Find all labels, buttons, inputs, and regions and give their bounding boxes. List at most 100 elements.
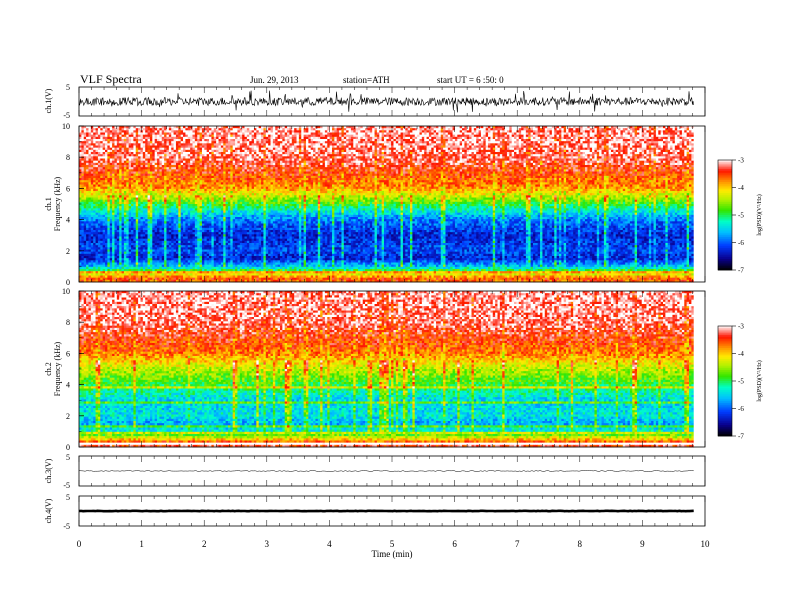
spectrogram-cell [604, 128, 607, 131]
spectrogram-cell [445, 130, 448, 133]
spectrogram-cell [434, 130, 437, 133]
spectrogram-cell [568, 130, 571, 133]
spectrogram-cell [663, 128, 666, 131]
spectrogram-cell [242, 133, 245, 136]
spectrogram-cell [110, 130, 113, 133]
spectrogram-cell [237, 133, 240, 136]
spectrogram-cell [613, 128, 616, 131]
spectrogram-cell [587, 130, 590, 133]
spectrogram-cell [334, 130, 337, 133]
spectrogram-cell [112, 133, 115, 136]
spectrogram-cell [157, 128, 160, 131]
spectrogram-cell [630, 130, 633, 133]
spectrogram-cell [542, 128, 545, 131]
spectrogram-cell [105, 133, 108, 136]
spectrogram-cell [597, 130, 600, 133]
spectrogram-cell [550, 128, 553, 131]
spectrogram-cell [412, 130, 415, 133]
spectrogram-cell [519, 130, 522, 133]
spectrogram-cell [98, 133, 101, 136]
spectrogram-cell [441, 130, 444, 133]
spectrogram-cell [512, 128, 515, 131]
spectrogram-cell [207, 128, 210, 131]
spectrogram-cell [481, 128, 484, 131]
spectrogram-cell [545, 128, 548, 131]
spectrogram-cell [124, 128, 127, 131]
spectrogram-cell [360, 128, 363, 131]
spectrogram-cell [164, 133, 167, 136]
spectrogram-cell [616, 128, 619, 131]
spectrogram-cell [464, 128, 467, 131]
figure-station: station=ATH [343, 75, 390, 85]
spectrogram-cell [103, 130, 106, 133]
spectrogram-cell [209, 128, 212, 131]
spectrogram-cell [88, 130, 91, 133]
spectrogram-cell [240, 133, 243, 136]
spectrogram-cell [171, 130, 174, 133]
spectrogram-cell [417, 130, 420, 133]
spectrogram-cell [197, 133, 200, 136]
spectrogram-cell [393, 130, 396, 133]
spectrogram-cell [289, 130, 292, 133]
spectrogram-cell [583, 128, 586, 131]
spectrogram-cell [195, 128, 198, 131]
spectrogram-cell [88, 128, 91, 131]
spectrogram-cell [100, 128, 103, 131]
spectrogram-cell [114, 133, 117, 136]
spectrogram-cell [263, 128, 266, 131]
spectrogram-cell [668, 128, 671, 131]
spectrogram-cell [112, 128, 115, 131]
spectrogram-cell [330, 130, 333, 133]
spectrogram-cell [675, 128, 678, 131]
spectrogram-cell [183, 128, 186, 131]
spectrogram-cell [628, 130, 631, 133]
spectrogram-cell [159, 133, 162, 136]
spectrogram-cell [419, 130, 422, 133]
spectrogram-cell [500, 130, 503, 133]
spectrogram-cell [266, 130, 269, 133]
spectrogram-cell [651, 128, 654, 131]
spectrogram-cell [339, 130, 342, 133]
figure-date: Jun. 29, 2013 [250, 75, 299, 85]
spectrogram-cell [190, 133, 193, 136]
spectrogram-cell [639, 130, 642, 133]
spectrogram-cell [467, 130, 470, 133]
spectrogram-cell [124, 130, 127, 133]
spectrogram-cell [462, 130, 465, 133]
spectrogram-cell [81, 130, 84, 133]
spectrogram-cell [680, 130, 683, 133]
spectrogram-cell [197, 130, 200, 133]
spectrogram-cell [256, 130, 259, 133]
spectrogram-cell [209, 133, 212, 136]
spectrogram-cell [223, 128, 226, 131]
spectrogram-cell [256, 128, 259, 131]
spectrogram-cell [448, 130, 451, 133]
spectrogram-cell [372, 128, 375, 131]
spectrogram-cell [422, 130, 425, 133]
spectrogram-cell [126, 128, 129, 131]
spectrogram-cell [528, 130, 531, 133]
spectrogram-cell [306, 128, 309, 131]
spectrogram-cell [138, 130, 141, 133]
spectrogram-cell [157, 130, 160, 133]
spectrogram-cell [271, 130, 274, 133]
spectrogram-cell [658, 130, 661, 133]
spectrogram-cell [613, 130, 616, 133]
spectrogram-cell [488, 128, 491, 131]
spectrogram-cell [507, 130, 510, 133]
spectrogram-cell [483, 128, 486, 131]
spectrogram-cell [261, 128, 264, 131]
spectrogram-cell [412, 128, 415, 131]
spectrogram-cell [419, 128, 422, 131]
spectrogram-cell [145, 128, 148, 131]
spectrogram-cell [242, 130, 245, 133]
spectrogram-cell [294, 130, 297, 133]
ch1-ytick-top: 5 [66, 83, 70, 92]
spectrogram-cell [273, 128, 276, 131]
spectrogram-cell [490, 130, 493, 133]
spectrogram-cell [98, 130, 101, 133]
spectrogram-cell [396, 128, 399, 131]
spectrogram-cell [105, 128, 108, 131]
spectrogram-cell [445, 128, 448, 131]
spectrogram-cell [91, 128, 94, 131]
